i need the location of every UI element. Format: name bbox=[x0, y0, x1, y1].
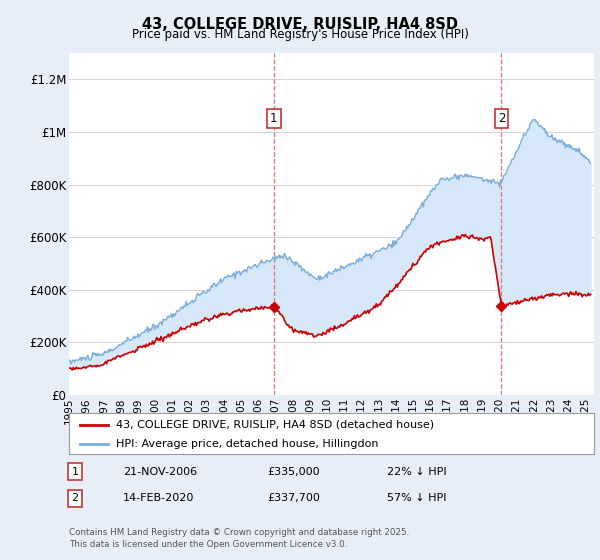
Text: 57% ↓ HPI: 57% ↓ HPI bbox=[387, 493, 446, 503]
Text: 1: 1 bbox=[71, 466, 79, 477]
Text: HPI: Average price, detached house, Hillingdon: HPI: Average price, detached house, Hill… bbox=[116, 438, 379, 449]
Text: 21-NOV-2006: 21-NOV-2006 bbox=[123, 466, 197, 477]
Text: 2: 2 bbox=[497, 113, 505, 125]
Text: 43, COLLEGE DRIVE, RUISLIP, HA4 8SD (detached house): 43, COLLEGE DRIVE, RUISLIP, HA4 8SD (det… bbox=[116, 419, 434, 430]
Text: 14-FEB-2020: 14-FEB-2020 bbox=[123, 493, 194, 503]
Text: Price paid vs. HM Land Registry's House Price Index (HPI): Price paid vs. HM Land Registry's House … bbox=[131, 28, 469, 41]
Text: 43, COLLEGE DRIVE, RUISLIP, HA4 8SD: 43, COLLEGE DRIVE, RUISLIP, HA4 8SD bbox=[142, 17, 458, 32]
Text: £337,700: £337,700 bbox=[267, 493, 320, 503]
Text: 1: 1 bbox=[270, 113, 278, 125]
Text: Contains HM Land Registry data © Crown copyright and database right 2025.
This d: Contains HM Land Registry data © Crown c… bbox=[69, 528, 409, 549]
Text: £335,000: £335,000 bbox=[267, 466, 320, 477]
Text: 2: 2 bbox=[71, 493, 79, 503]
Text: 22% ↓ HPI: 22% ↓ HPI bbox=[387, 466, 446, 477]
